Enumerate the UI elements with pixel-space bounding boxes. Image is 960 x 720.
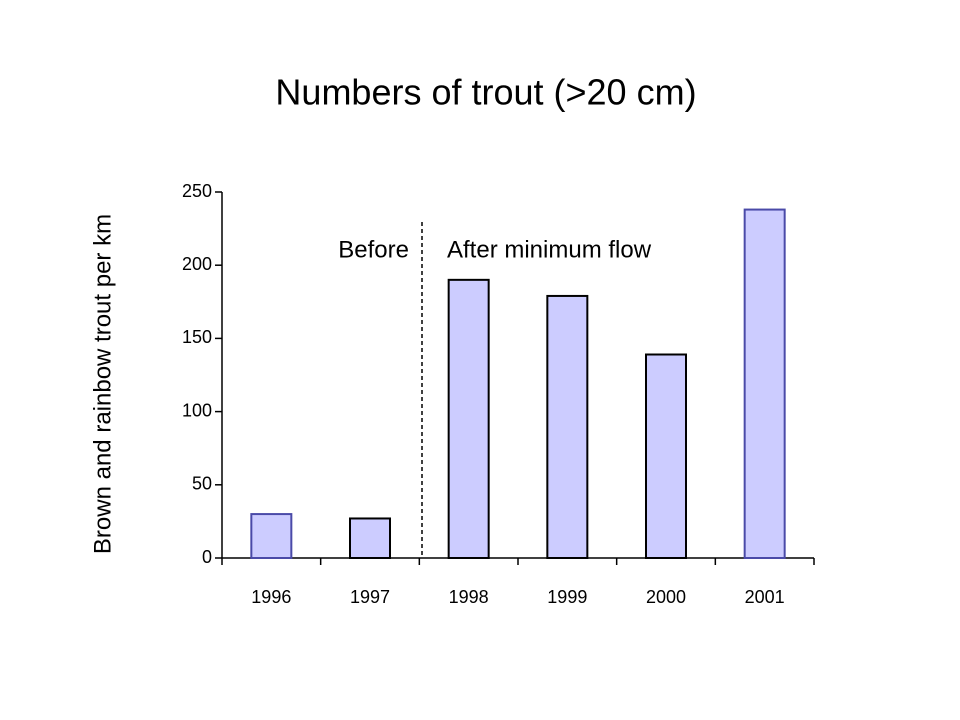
x-tick-label: 2000 <box>646 587 686 607</box>
y-tick-label: 100 <box>182 400 212 420</box>
annotation: After minimum flow <box>447 236 652 263</box>
bar <box>250 513 293 560</box>
x-tick-label: 1999 <box>547 587 587 607</box>
y-tick-label: 250 <box>182 181 212 201</box>
chart-title: Numbers of trout (>20 cm) <box>275 72 696 113</box>
y-tick-label: 150 <box>182 327 212 347</box>
bar <box>645 353 687 559</box>
bar <box>743 208 786 559</box>
bar <box>546 294 589 559</box>
bar <box>447 278 490 559</box>
y-tick-label: 0 <box>202 547 212 567</box>
x-tick-label: 1998 <box>449 587 489 607</box>
y-tick-label: 200 <box>182 254 212 274</box>
annotation: Before <box>338 236 409 263</box>
x-tick-label: 1997 <box>350 587 390 607</box>
x-tick-label: 2001 <box>745 587 785 607</box>
x-tick-label: 1996 <box>251 587 291 607</box>
bar <box>349 517 391 559</box>
y-axis-label: Brown and rainbow trout per km <box>89 214 116 554</box>
y-tick-label: 50 <box>192 474 212 494</box>
